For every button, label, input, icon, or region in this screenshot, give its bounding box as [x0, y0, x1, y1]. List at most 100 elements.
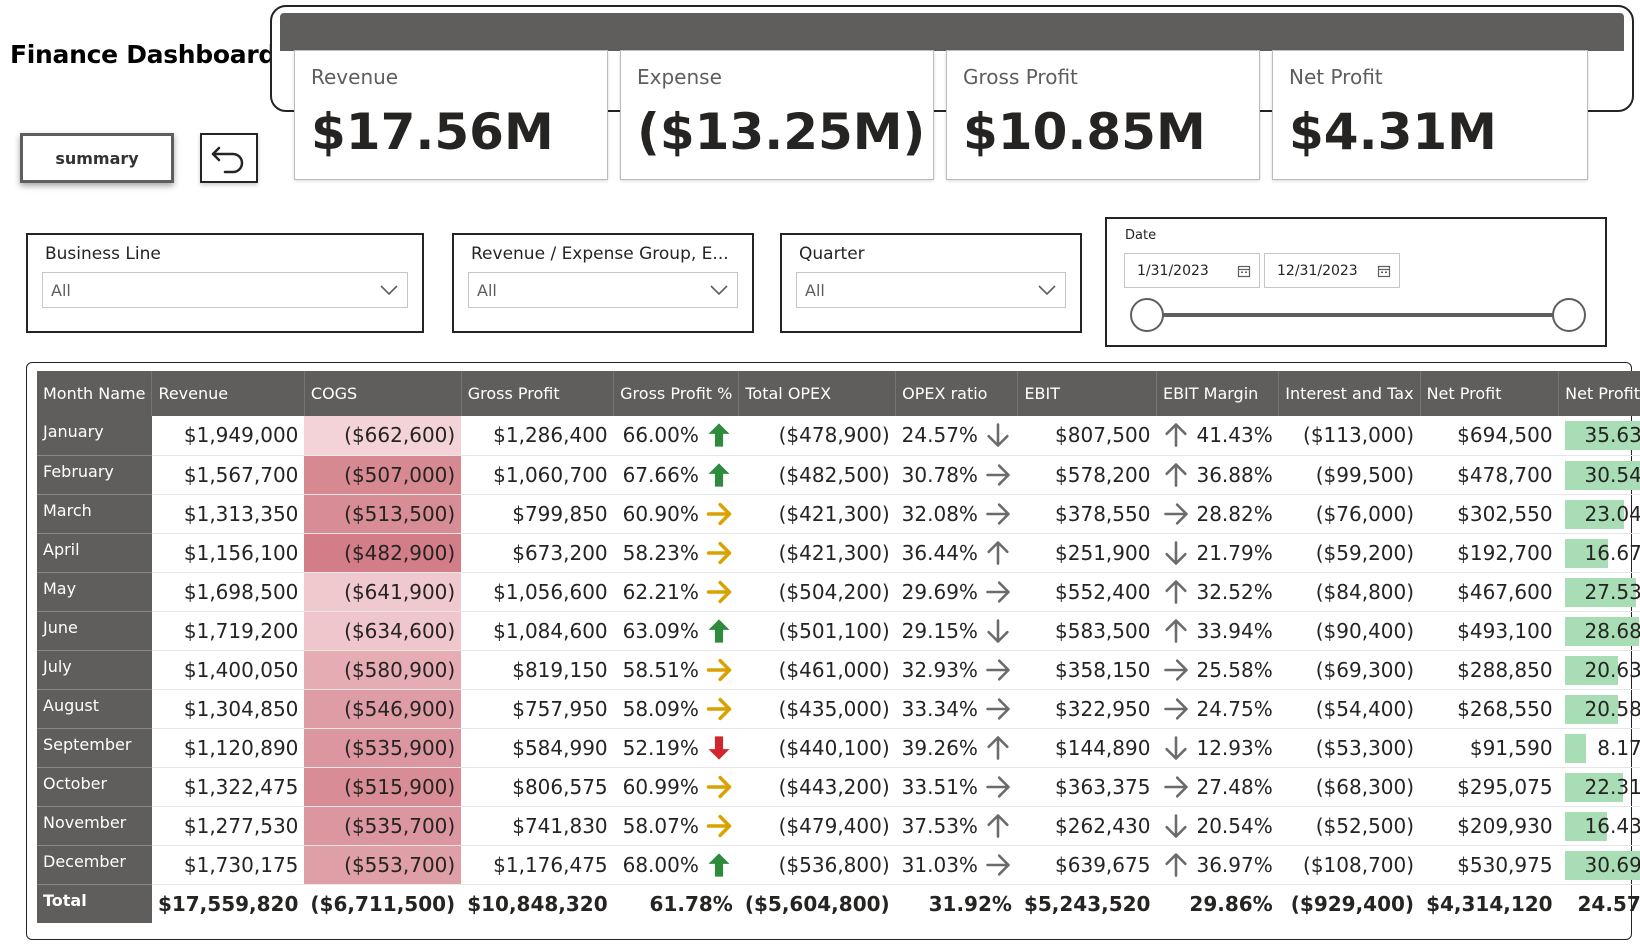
table-row[interactable]: February $1,567,700 ($507,000) $1,060,700 67…	[37, 455, 1640, 495]
arrow-up-icon	[1165, 579, 1188, 604]
column-header[interactable]: EBIT Margin	[1156, 371, 1280, 416]
cell-net-profit: $268,550	[1420, 689, 1559, 729]
arrow-up-icon	[1165, 618, 1188, 643]
kpi-value: ($13.25M)	[637, 103, 926, 161]
table-row[interactable]: August $1,304,850 ($546,900) $757,950 58.09%…	[37, 689, 1640, 729]
gross-profit-pct-value: 58.07%	[622, 813, 699, 838]
cell-opex-ratio: 39.26%	[895, 728, 1018, 768]
arrow-up-icon	[1165, 852, 1188, 877]
gross-profit-pct-value: 67.66%	[622, 462, 699, 487]
net-profit-pct-value: 27.53%	[1584, 579, 1640, 604]
table-row[interactable]: April $1,156,100 ($482,900) $673,200 58.23% (…	[37, 533, 1640, 573]
column-header[interactable]: Interest and Tax	[1278, 371, 1421, 416]
arrow-down-icon	[1165, 540, 1188, 565]
kpi-card-revenue[interactable]: Revenue $17.56M	[294, 50, 608, 180]
table-row[interactable]: September $1,120,890 ($535,900) $584,990 52.…	[37, 728, 1640, 768]
opex-ratio-value: 33.34%	[901, 696, 978, 721]
cell-gross-profit-pct: 60.90%	[613, 494, 739, 534]
opex-ratio-value: 39.26%	[901, 735, 978, 760]
cell-ebit-margin: 12.93%	[1156, 728, 1279, 768]
ebit-margin-value: 27.48%	[1196, 774, 1273, 799]
kpi-label: Expense	[637, 65, 722, 89]
arrow-up-icon	[708, 618, 730, 643]
cell-net-profit: $295,075	[1420, 767, 1559, 807]
total-net-profit: $4,314,120	[1420, 883, 1559, 923]
opex-ratio-value: 24.57%	[901, 423, 978, 448]
cell-gross-profit-pct: 63.09%	[613, 611, 739, 651]
date-range-track[interactable]	[1147, 313, 1565, 317]
cell-gross-profit: $1,060,700	[461, 455, 614, 495]
total-opex-ratio: 31.92%	[895, 883, 1018, 923]
arrow-right-icon	[986, 658, 1010, 681]
summary-button[interactable]: summary	[20, 133, 174, 183]
gross-profit-pct-value: 58.23%	[622, 540, 699, 565]
column-header[interactable]: Total OPEX	[738, 371, 897, 416]
kpi-card-expense[interactable]: Expense ($13.25M)	[620, 50, 934, 180]
cell-opex-ratio: 36.44%	[895, 533, 1018, 573]
cell-gross-profit-pct: 60.99%	[613, 767, 739, 807]
column-header[interactable]: Net Profit	[1420, 371, 1560, 416]
arrow-right-icon	[1164, 697, 1189, 720]
net-profit-pct-bar	[1564, 811, 1607, 841]
column-header[interactable]: Month Name	[37, 371, 153, 416]
cell-ebit-margin: 25.58%	[1156, 650, 1279, 690]
cell-total-opex: ($501,100)	[738, 611, 896, 651]
table-row[interactable]: January $1,949,000 ($662,600) $1,286,400 66.…	[37, 416, 1640, 456]
date-range-end-handle[interactable]	[1552, 298, 1586, 332]
column-header[interactable]: Gross Profit %	[613, 371, 740, 416]
table-row[interactable]: November $1,277,530 ($535,700) $741,830 58.0…	[37, 806, 1640, 846]
cell-opex-ratio: 29.69%	[895, 572, 1018, 612]
cell-gross-profit-pct: 58.51%	[613, 650, 739, 690]
cell-gross-profit: $1,056,600	[461, 572, 614, 612]
column-header[interactable]: Revenue	[151, 371, 305, 416]
cell-ebit: $378,550	[1017, 494, 1157, 534]
cell-total-opex: ($479,400)	[738, 806, 896, 846]
total-cogs: ($6,711,500)	[304, 883, 462, 923]
cell-cogs: ($513,500)	[304, 494, 462, 534]
net-profit-pct-value: 20.63%	[1584, 657, 1640, 682]
net-profit-pct-value: 16.43%	[1584, 813, 1640, 838]
cell-ebit-margin: 24.75%	[1156, 689, 1279, 729]
cell-gross-profit: $1,084,600	[461, 611, 614, 651]
column-header[interactable]: COGS	[304, 371, 462, 416]
cell-ebit-margin: 33.94%	[1156, 611, 1279, 651]
arrow-right-icon	[706, 502, 732, 525]
arrow-right-icon	[706, 541, 732, 564]
start-date-input[interactable]: 1/31/2023	[1124, 253, 1260, 288]
date-range-start-handle[interactable]	[1130, 298, 1164, 332]
quarter-dropdown[interactable]: All	[796, 272, 1066, 308]
table-row[interactable]: December $1,730,175 ($553,700) $1,176,475 68…	[37, 845, 1640, 885]
financial-matrix: Month Name Revenue COGS Gross Profit Gross P…	[26, 362, 1640, 940]
column-header[interactable]: Net Profit %	[1558, 371, 1640, 416]
calendar-icon	[1237, 265, 1251, 277]
table-row[interactable]: May $1,698,500 ($641,900) $1,056,600 62.21% (…	[37, 572, 1640, 612]
net-profit-pct-value: 28.68%	[1584, 618, 1640, 643]
arrow-up-icon	[708, 423, 730, 447]
column-header[interactable]: OPEX ratio	[895, 371, 1019, 416]
row-header-month: April	[37, 533, 152, 573]
kpi-card-net-profit[interactable]: Net Profit $4.31M	[1272, 50, 1588, 180]
net-profit-pct-value: 22.31%	[1584, 774, 1640, 799]
end-date-input[interactable]: 12/31/2023	[1264, 253, 1400, 288]
cell-ebit: $144,890	[1017, 728, 1157, 768]
net-profit-pct-value: 16.67%	[1584, 540, 1640, 565]
table-row[interactable]: June $1,719,200 ($634,600) $1,084,600 63.09%…	[37, 611, 1640, 651]
kpi-card-gross-profit[interactable]: Gross Profit $10.85M	[946, 50, 1260, 180]
back-button[interactable]	[200, 133, 258, 183]
cell-net-profit-pct: 27.53%	[1558, 572, 1640, 612]
column-header[interactable]: Gross Profit	[461, 371, 615, 416]
cell-ebit: $322,950	[1017, 689, 1157, 729]
column-header[interactable]: EBIT	[1017, 371, 1157, 416]
net-profit-pct-bar	[1564, 694, 1618, 724]
arrow-right-icon	[986, 775, 1010, 798]
table-row[interactable]: October $1,322,475 ($515,900) $806,575 60.99…	[37, 767, 1640, 807]
cell-net-profit: $209,930	[1420, 806, 1559, 846]
cell-net-profit-pct: 20.58%	[1558, 689, 1640, 729]
business-line-dropdown[interactable]: All	[42, 272, 408, 308]
table-row[interactable]: March $1,313,350 ($513,500) $799,850 60.90% (…	[37, 494, 1640, 534]
table-row[interactable]: July $1,400,050 ($580,900) $819,150 58.51% ($…	[37, 650, 1640, 690]
arrow-right-icon	[706, 658, 732, 681]
cell-ebit: $639,675	[1017, 845, 1157, 885]
revenue-expense-group-dropdown[interactable]: All	[468, 272, 738, 308]
